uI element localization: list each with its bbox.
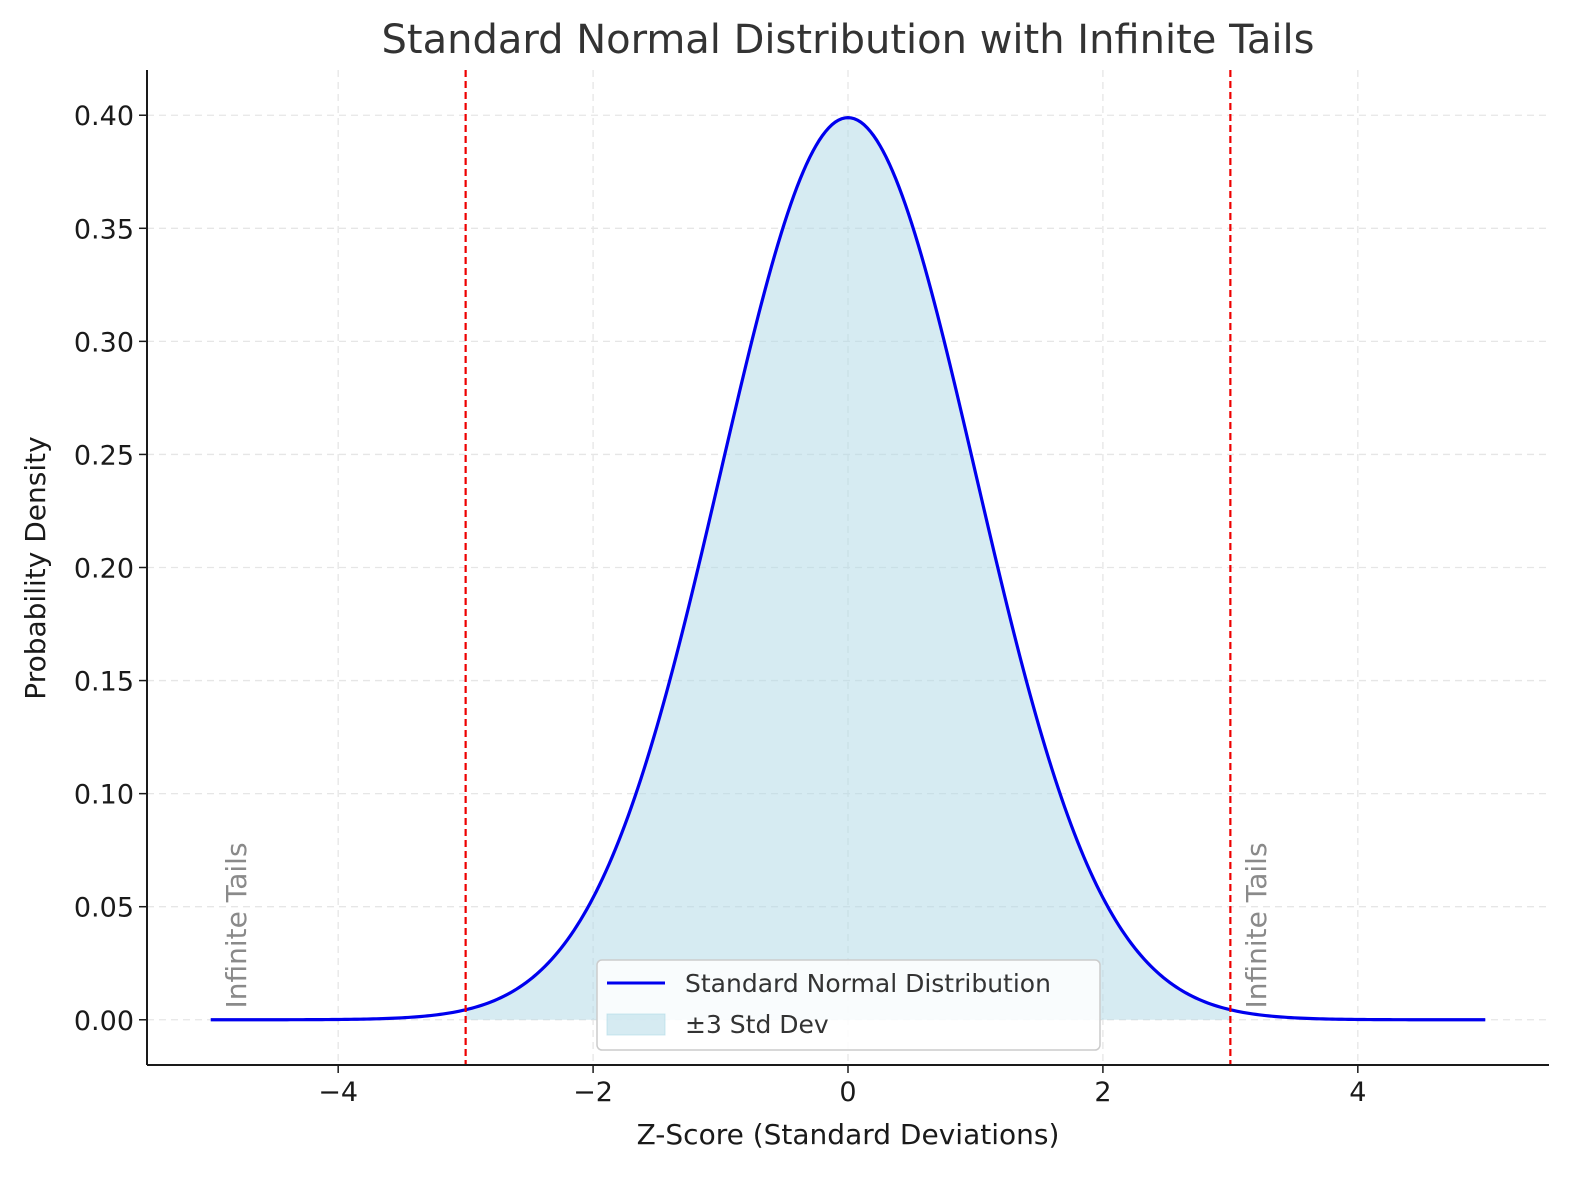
chart-title: Standard Normal Distribution with Infini… [382,17,1315,63]
y-tick-label: 0.30 [74,327,134,358]
legend-box [596,959,1101,1051]
x-tick-label: 2 [1094,1077,1111,1108]
normal-curve-series [210,116,1486,1022]
std-dev-fill [465,117,1231,1020]
y-tick-label: 0.10 [74,780,134,811]
y-axis-ticks: 0.00 0.05 0.10 0.15 0.20 0.25 0.30 0.35 0.40 [74,101,147,1037]
x-tick-label: −4 [318,1077,358,1108]
annotations: Infinite Tails Infinite Tails [220,842,1273,1008]
x-axis-ticks: −4 −2 0 2 4 [318,1065,1366,1108]
y-tick-label: 0.40 [74,101,134,132]
std-dev-markers [464,70,1232,1065]
x-tick-label: 0 [839,1077,856,1108]
legend-label-curve: Standard Normal Distribution [685,969,1051,998]
y-axis-title: Probability Density [19,436,52,699]
x-tick-label: 4 [1349,1077,1366,1108]
y-tick-label: 0.05 [74,893,134,924]
legend-label-fill: ±3 Std Dev [685,1010,829,1039]
legend: Standard Normal Distribution ±3 Std Dev [596,959,1101,1051]
normal-curve-line [210,116,1486,1022]
y-tick-label: 0.25 [74,440,134,471]
y-tick-label: 0.00 [74,1006,134,1037]
std-dev-fill-area [465,117,1231,1020]
x-axis-title: Z-Score (Standard Deviations) [637,1118,1060,1151]
y-tick-label: 0.35 [74,214,134,245]
y-tick-label: 0.20 [74,554,134,585]
x-tick-label: −2 [573,1077,613,1108]
y-tick-label: 0.15 [74,667,134,698]
infinite-tails-label: Infinite Tails [1240,842,1273,1008]
legend-fill-swatch [606,1013,666,1036]
infinite-tails-label: Infinite Tails [220,842,253,1008]
